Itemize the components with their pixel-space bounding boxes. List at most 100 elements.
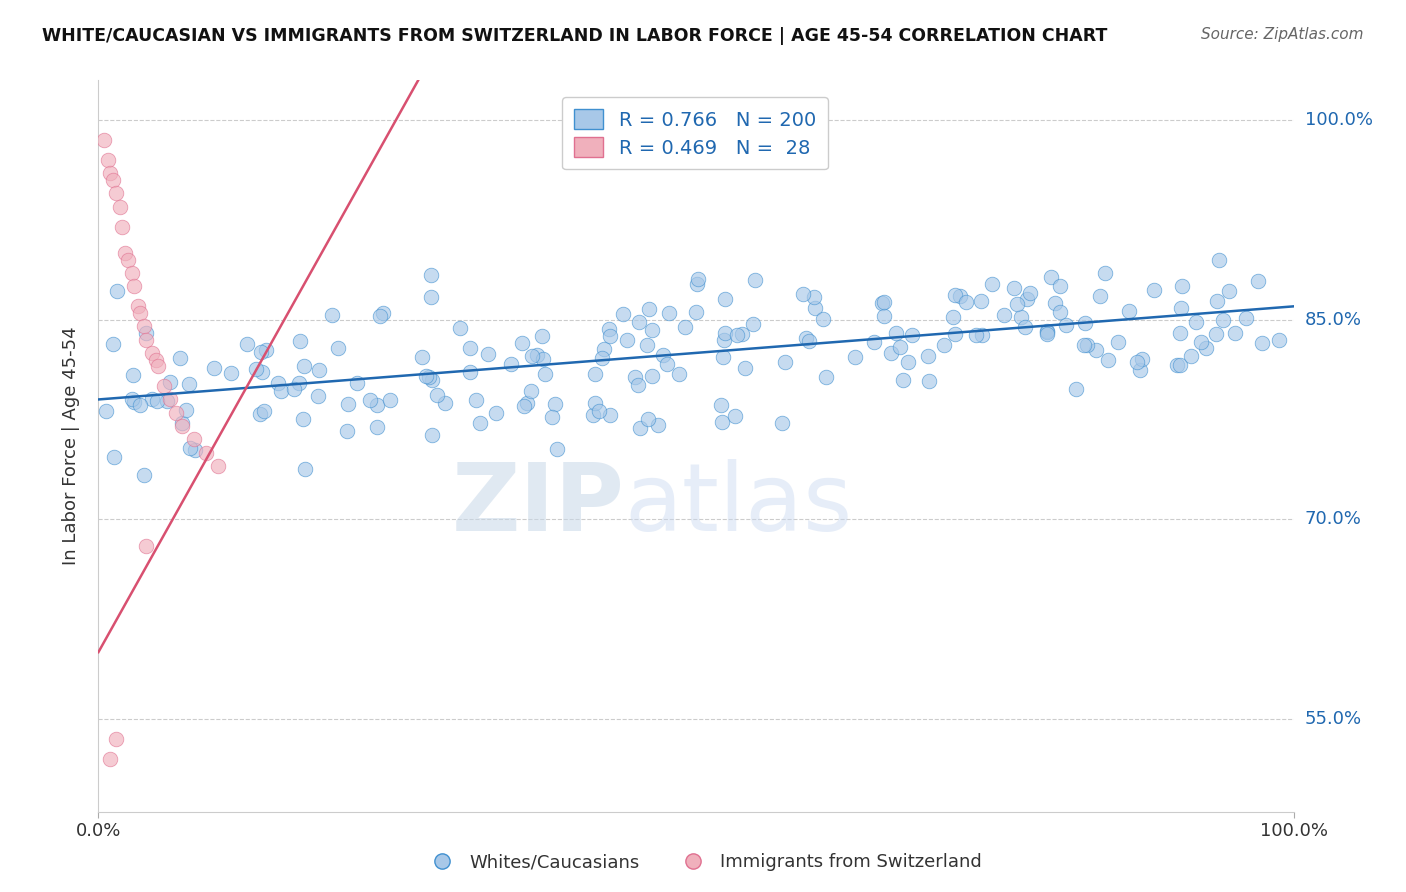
Point [458, 365, 481, 379]
Point [918, 374, 941, 388]
Point [153, 379, 176, 393]
Point [522, 349, 544, 363]
Point [103, 450, 125, 465]
Point [1097, 352, 1119, 367]
Point [146, 394, 169, 409]
Point [121, 368, 143, 382]
Point [770, 416, 793, 430]
Point [1118, 304, 1140, 318]
Point [723, 409, 745, 423]
Point [97, 153, 120, 167]
Point [744, 273, 766, 287]
Point [464, 393, 486, 408]
Point [420, 290, 443, 304]
Point [884, 326, 907, 340]
Point [1166, 359, 1188, 373]
Point [873, 309, 896, 323]
Point [711, 415, 734, 429]
Point [294, 359, 316, 373]
Point [418, 370, 440, 384]
Point [725, 328, 748, 343]
Point [1195, 341, 1218, 355]
Point [1250, 336, 1272, 351]
Point [1014, 319, 1036, 334]
Point [176, 403, 198, 417]
Point [1073, 337, 1095, 351]
Point [249, 408, 271, 422]
Point [1035, 324, 1057, 338]
Point [627, 377, 650, 392]
Point [1049, 305, 1071, 319]
Point [628, 315, 651, 329]
Legend: Whites/Caucasians, Immigrants from Switzerland: Whites/Caucasians, Immigrants from Switz… [416, 847, 990, 879]
Point [588, 403, 610, 417]
Point [195, 445, 218, 459]
Point [1036, 326, 1059, 341]
Point [591, 351, 613, 365]
Point [966, 327, 988, 342]
Point [510, 335, 533, 350]
Point [623, 370, 645, 384]
Point [1234, 311, 1257, 326]
Point [1143, 283, 1166, 297]
Point [955, 294, 977, 309]
Point [1088, 289, 1111, 303]
Point [530, 329, 553, 343]
Point [1018, 286, 1040, 301]
Point [993, 308, 1015, 322]
Point [236, 337, 259, 351]
Point [292, 412, 315, 426]
Point [366, 398, 388, 412]
Point [949, 289, 972, 303]
Text: 70.0%: 70.0% [1305, 510, 1361, 528]
Point [1267, 333, 1289, 347]
Point [713, 333, 735, 347]
Point [172, 416, 194, 430]
Point [598, 322, 620, 336]
Point [135, 539, 157, 553]
Point [288, 376, 311, 391]
Point [207, 458, 229, 473]
Point [283, 382, 305, 396]
Point [165, 406, 187, 420]
Point [337, 397, 360, 411]
Point [1206, 293, 1229, 308]
Point [422, 427, 444, 442]
Point [267, 376, 290, 391]
Point [711, 350, 734, 364]
Point [583, 396, 606, 410]
Point [1076, 338, 1098, 352]
Point [1247, 274, 1270, 288]
Point [366, 420, 388, 434]
Point [145, 352, 167, 367]
Point [862, 335, 884, 350]
Point [159, 392, 181, 407]
Point [534, 368, 557, 382]
Point [1218, 284, 1240, 298]
Point [541, 409, 564, 424]
Point [897, 355, 920, 369]
Point [117, 252, 139, 267]
Point [1171, 279, 1194, 293]
Point [593, 342, 616, 356]
Point [336, 424, 359, 438]
Point [870, 296, 893, 310]
Point [1208, 253, 1230, 268]
Point [813, 312, 835, 326]
Point [652, 348, 675, 362]
Point [1185, 314, 1208, 328]
Point [873, 295, 896, 310]
Point [636, 338, 658, 352]
Point [1040, 270, 1063, 285]
Point [307, 389, 329, 403]
Point [290, 334, 312, 348]
Point [797, 334, 820, 349]
Point [1064, 382, 1087, 396]
Point [599, 329, 621, 343]
Point [638, 301, 661, 316]
Point [93, 133, 115, 147]
Point [1205, 327, 1227, 342]
Point [159, 376, 181, 390]
Point [380, 392, 402, 407]
Point [647, 417, 669, 432]
